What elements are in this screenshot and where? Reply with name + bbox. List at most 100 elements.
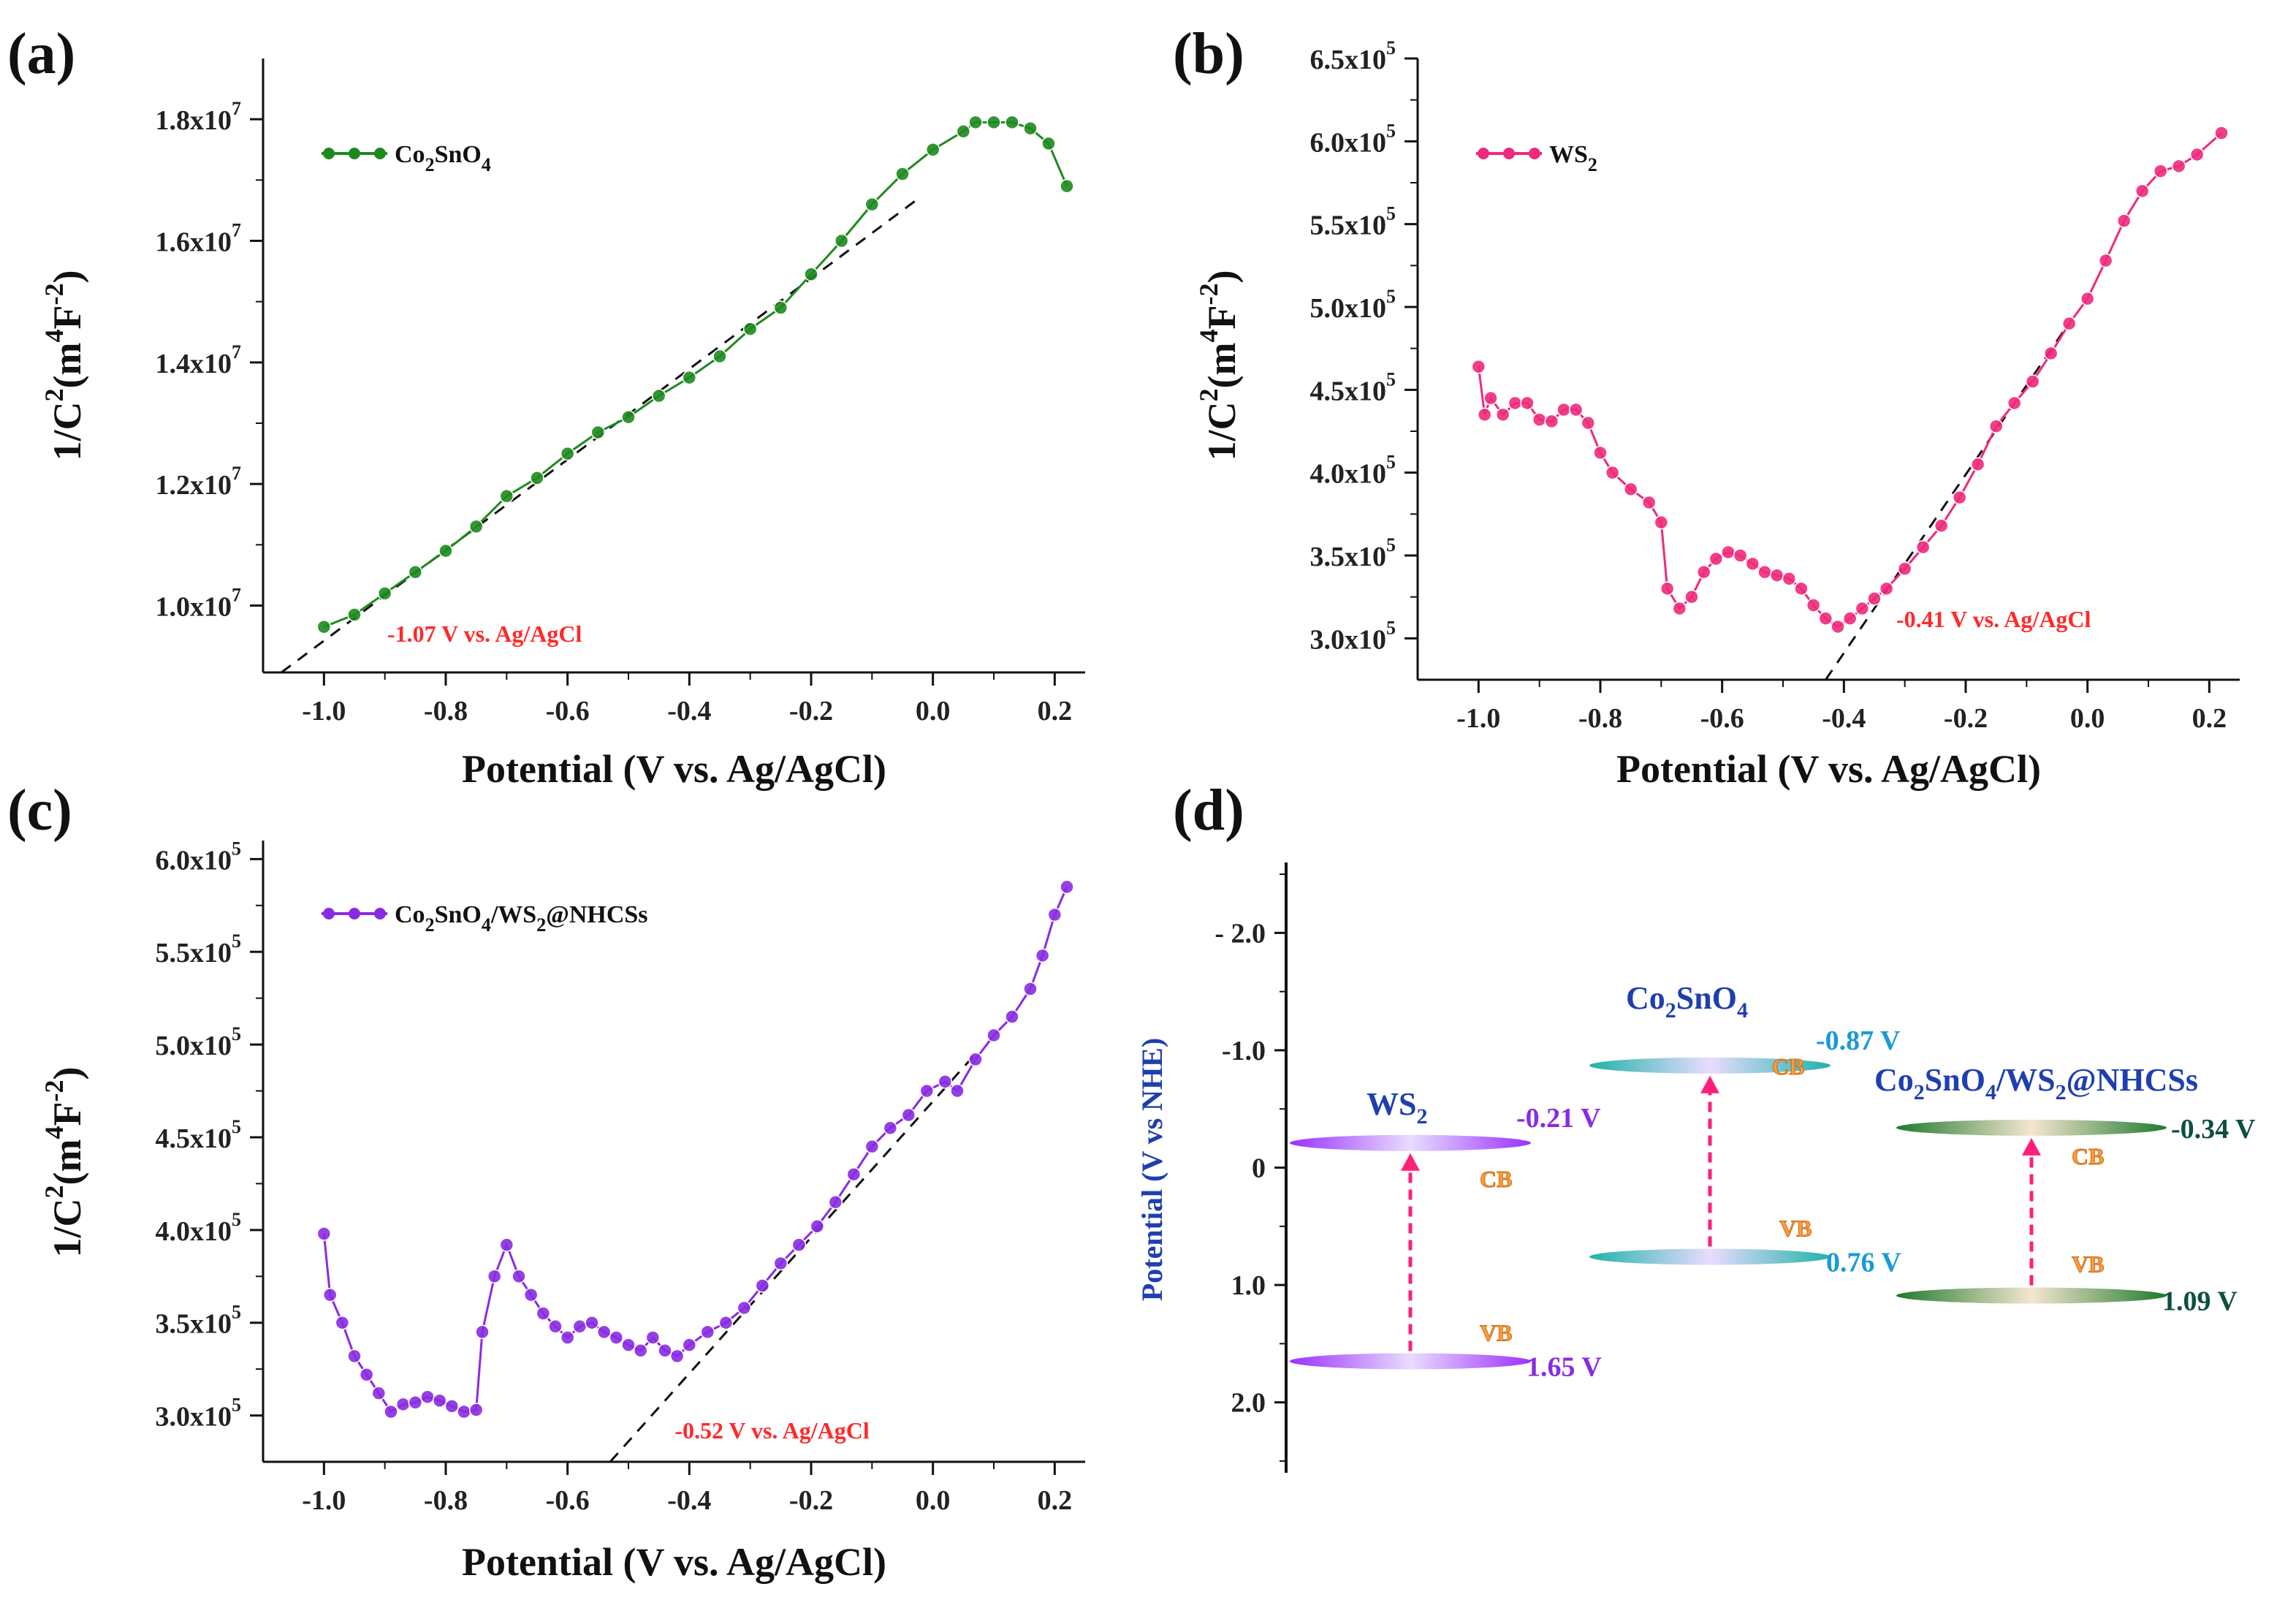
y-tick-label: 3.5x105 — [1310, 534, 1396, 572]
fit-line — [609, 1053, 977, 1463]
data-point — [1593, 445, 1608, 460]
data-point — [1867, 591, 1882, 606]
data-point — [834, 233, 849, 249]
x-tick-label: 0.2 — [1038, 1485, 1073, 1516]
x-tick-label: -0.4 — [1822, 703, 1866, 734]
data-point — [1654, 515, 1669, 530]
data-point — [1794, 581, 1809, 596]
data-point — [468, 1403, 484, 1417]
data-point — [925, 143, 940, 157]
data-point — [1035, 948, 1050, 963]
x-axis-label: Potential (V vs. Ag/AgCl) — [462, 1540, 886, 1584]
data-point — [1897, 561, 1912, 576]
band-diagram: - 2.0 -1.0 0 1.0 2.0 Potential (V vs NHE) -0.2… — [1136, 862, 2256, 1473]
data-point — [828, 1195, 843, 1210]
data-point — [1988, 419, 2004, 433]
series-line — [322, 886, 1068, 1414]
x-tick-label: -0.2 — [1944, 703, 1988, 734]
x-tick-label: -0.8 — [424, 696, 468, 727]
data-point — [2098, 253, 2113, 268]
data-point — [2007, 395, 2022, 411]
data-point — [956, 124, 971, 139]
vb-value: 1.65 V — [1527, 1351, 1602, 1382]
y-axis-label: 1/C2(m4F-2) — [1194, 270, 1244, 461]
data-point — [590, 425, 606, 440]
x-tick-label: 0.0 — [916, 1485, 951, 1516]
data-point — [377, 586, 392, 601]
material-label: Co2SnO4 — [1626, 980, 1748, 1023]
data-point — [2214, 126, 2229, 140]
data-point — [895, 167, 910, 181]
data-point — [737, 1300, 752, 1316]
data-point — [347, 1349, 362, 1364]
data-point — [1060, 178, 1074, 194]
data-point — [316, 619, 332, 634]
vb-tag: VB — [1480, 1319, 1512, 1346]
data-point — [1660, 581, 1675, 596]
y-axis-label: Potential (V vs NHE) — [1136, 1038, 1168, 1301]
x-tick-label: -1.0 — [1456, 703, 1500, 734]
data-point — [1721, 545, 1736, 560]
data-point — [2135, 183, 2150, 199]
data-point — [883, 1120, 898, 1136]
data-point — [773, 1256, 788, 1271]
data-point — [2153, 164, 2168, 178]
vb-value: 1.09 V — [2162, 1286, 2238, 1317]
vb-band — [1896, 1287, 2167, 1304]
data-point — [523, 1287, 539, 1302]
data-point — [322, 1287, 338, 1302]
data-point — [487, 1269, 502, 1284]
x-tick-label: 0.2 — [1038, 696, 1073, 727]
data-point — [536, 1306, 551, 1321]
cb-tag: CB — [2072, 1143, 2104, 1169]
data-point — [2061, 316, 2077, 331]
data-point — [420, 1389, 435, 1404]
data-point — [919, 1083, 935, 1099]
y-tick-label: 5.0x105 — [156, 1023, 242, 1061]
x-axis-label: Potential (V vs. Ag/AgCl) — [1616, 747, 2041, 791]
legend-marker — [374, 148, 386, 159]
data-point — [938, 1074, 953, 1089]
data-point — [651, 388, 666, 403]
data-point — [1060, 879, 1074, 895]
x-tick-label: -1.0 — [302, 696, 346, 727]
y-tick-label: 5.5x105 — [156, 930, 242, 968]
data-point — [384, 1404, 398, 1419]
data-point — [408, 565, 423, 580]
data-point — [1041, 136, 1056, 151]
data-point — [968, 115, 983, 130]
chart-a: -1.0 -0.8 -0.6 -0.4 -0.2 0.0 0.2 1.0x107 1.2x107… — [39, 58, 1085, 791]
x-tick-label: -0.8 — [1578, 703, 1622, 734]
data-point — [395, 1397, 411, 1412]
data-point — [1641, 495, 1657, 510]
legend-label: WS2 — [1549, 141, 1597, 175]
y-tick-label: 3.5x105 — [156, 1302, 242, 1340]
data-point — [1842, 611, 1858, 626]
data-point — [335, 1315, 350, 1330]
data-point — [1520, 395, 1535, 411]
data-point — [968, 1052, 983, 1067]
data-point — [742, 322, 758, 336]
data-point — [1477, 407, 1492, 422]
data-point — [1508, 395, 1523, 411]
data-point — [718, 1315, 734, 1330]
series-line — [323, 121, 1068, 629]
data-point — [1023, 121, 1038, 136]
cb-band — [1290, 1134, 1531, 1151]
data-point — [560, 446, 575, 461]
panel-label-b: (b) — [1173, 22, 1244, 86]
y-tick-label: 4.0x105 — [156, 1209, 242, 1247]
cb-value: -0.21 V — [1516, 1103, 1601, 1134]
data-point — [950, 1083, 965, 1099]
vb-band — [1589, 1248, 1831, 1265]
data-point — [468, 519, 484, 534]
x-tick-label: 0.0 — [916, 696, 951, 727]
y-tick-label: - 2.0 — [1214, 918, 1266, 949]
data-point — [572, 1319, 588, 1334]
y-tick-label: -1.0 — [1222, 1036, 1266, 1066]
legend-marker — [1529, 148, 1540, 159]
data-point — [633, 1343, 648, 1358]
y-tick-label: 1.6x107 — [156, 220, 242, 258]
data-point — [457, 1404, 471, 1419]
